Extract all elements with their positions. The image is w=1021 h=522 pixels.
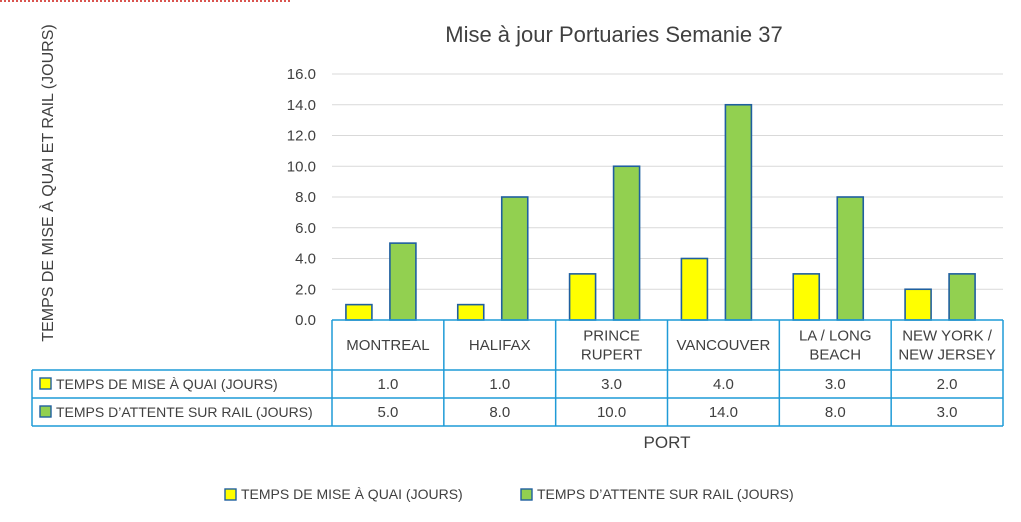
category-label: VANCOUVER	[676, 337, 770, 354]
y-tick-label: 16.0	[287, 66, 316, 83]
bar	[836, 196, 865, 321]
y-tick-labels: 0.0 2.0 4.0 6.0 8.0 10.0 12.0 14.0 16.0	[287, 66, 316, 329]
bar	[389, 242, 417, 321]
category-label: NEW YORK /	[902, 328, 993, 345]
legend-label: TEMPS D’ATTENTE SUR RAIL (JOURS)	[537, 486, 794, 502]
x-axis-label: PORT	[644, 433, 691, 452]
legend-label: TEMPS DE MISE À QUAI (JOURS)	[241, 486, 463, 502]
data-label: 8.0	[825, 404, 846, 421]
bar	[345, 303, 373, 321]
data-table: MONTREAL HALIFAX PRINCE RUPERT VANCOUVER LA /…	[31, 319, 1004, 427]
category-label: MONTREAL	[346, 337, 429, 354]
data-label: 3.0	[825, 376, 846, 393]
bar	[680, 257, 709, 321]
legend-swatch	[520, 488, 533, 501]
table-legend-swatch	[39, 377, 52, 390]
y-tick-label: 4.0	[295, 251, 316, 268]
bar	[568, 273, 597, 321]
y-tick-label: 14.0	[287, 97, 316, 114]
legend-swatch	[224, 488, 237, 501]
y-axis-label: TEMPS DE MISE À QUAI ET RAIL (JOURS)	[38, 24, 57, 341]
table-series-name: TEMPS D’ATTENTE SUR RAIL (JOURS)	[56, 404, 313, 420]
bar	[904, 288, 932, 321]
data-label: 5.0	[377, 404, 398, 421]
category-label: BEACH	[809, 347, 861, 364]
category-label: NEW JERSEY	[898, 347, 996, 364]
data-label: 10.0	[597, 404, 626, 421]
data-label: 2.0	[937, 376, 958, 393]
data-label: 8.0	[489, 404, 510, 421]
y-tick-label: 6.0	[295, 220, 316, 237]
bar	[456, 303, 485, 321]
table-series-name: TEMPS DE MISE À QUAI (JOURS)	[56, 376, 278, 392]
category-label: HALIFAX	[469, 337, 531, 354]
y-tick-label: 10.0	[287, 158, 316, 175]
legend: TEMPS DE MISE À QUAI (JOURS) TEMPS D’ATTE…	[224, 486, 794, 502]
category-label: PRINCE	[583, 328, 640, 345]
data-label: 1.0	[377, 376, 398, 393]
data-label: 3.0	[601, 376, 622, 393]
data-label: 1.0	[489, 376, 510, 393]
bar	[792, 273, 821, 321]
category-label: LA / LONG	[799, 328, 872, 345]
bar	[724, 103, 753, 321]
data-label: 3.0	[937, 404, 958, 421]
gridlines	[332, 73, 1003, 290]
bars	[345, 103, 976, 321]
bar	[948, 273, 976, 321]
bar	[612, 165, 641, 321]
y-tick-label: 2.0	[295, 281, 316, 298]
top-dotted-line	[0, 0, 290, 2]
data-label: 14.0	[709, 404, 738, 421]
chart-title: Mise à jour Portuaries Semanie 37	[445, 22, 783, 47]
y-tick-label: 8.0	[295, 189, 316, 206]
bar	[500, 196, 529, 321]
data-label: 4.0	[713, 376, 734, 393]
category-label: RUPERT	[581, 347, 642, 364]
table-legend-swatch	[39, 405, 52, 418]
y-tick-label: 12.0	[287, 128, 316, 145]
y-tick-label: 0.0	[295, 312, 316, 329]
